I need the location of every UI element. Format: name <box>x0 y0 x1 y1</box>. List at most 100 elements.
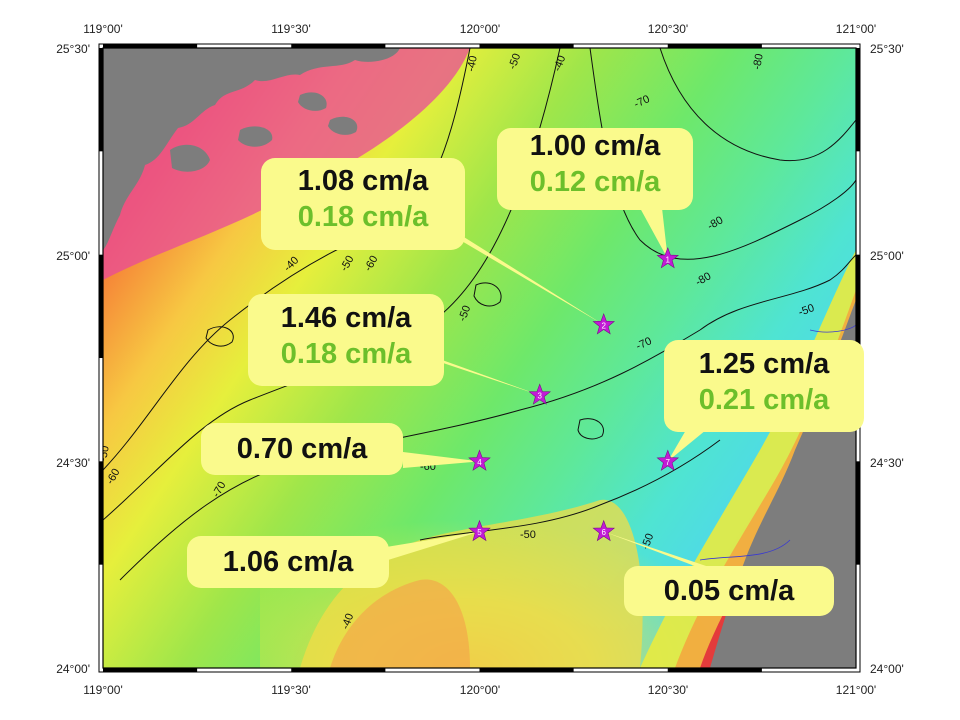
lon-tick-label: 119°00' <box>83 22 123 36</box>
station-6-marker: 6 <box>592 519 616 542</box>
rate-secondary: 0.12 cm/a <box>529 166 661 198</box>
contour-label: -50 <box>457 304 474 323</box>
frame-tick <box>856 48 860 152</box>
lat-tick-label: 24°30' <box>870 456 904 470</box>
china-coast-land <box>103 48 400 250</box>
callout-pointer-6 <box>603 531 718 570</box>
lon-tick-label: 119°30' <box>271 22 311 36</box>
star-icon <box>592 313 616 335</box>
latitude-labels-left: 25°30' 25°00' 24°30' 24°00' <box>56 42 90 676</box>
rate-primary: 1.06 cm/a <box>222 546 354 578</box>
station-number: 4 <box>477 458 482 467</box>
callout-station-1: 1.00 cm/a 0.12 cm/a <box>497 128 693 210</box>
station-7-marker: 7 <box>656 449 680 471</box>
contour-label: -50 <box>97 445 112 463</box>
rate-secondary: 0.21 cm/a <box>698 384 830 416</box>
station-3-marker: 3 <box>528 383 552 405</box>
station-5-marker: 5 <box>468 519 491 542</box>
frame-ticks <box>99 44 860 672</box>
callout-pointer-1 <box>640 208 668 259</box>
longitude-labels-top: 119°00' 119°30' 120°00' 120°30' 121°00' <box>83 22 876 36</box>
contour-label: -50 <box>507 52 524 71</box>
callout-pointer-7 <box>667 430 706 462</box>
island <box>328 116 358 135</box>
callout-pointer-5 <box>380 531 480 560</box>
station-1-marker: 1 <box>656 246 680 269</box>
callout-station-2: 1.08 cm/a 0.18 cm/a <box>261 158 465 250</box>
star-icon <box>592 519 616 542</box>
contour-label: -50 <box>797 302 816 319</box>
frame-tick <box>99 461 103 565</box>
contour-label: -40 <box>552 54 569 73</box>
island <box>170 144 210 172</box>
island <box>238 126 273 147</box>
rate-primary: 0.05 cm/a <box>663 575 795 607</box>
frame-tick <box>479 44 574 48</box>
rate-secondary: 0.18 cm/a <box>280 338 412 370</box>
contour-label: -40 <box>340 612 357 631</box>
lon-tick-label: 121°00' <box>836 683 876 697</box>
lon-tick-label: 120°30' <box>648 22 688 36</box>
contour-label: -40 <box>465 55 480 73</box>
station-number: 1 <box>666 255 671 264</box>
star-icon <box>656 449 680 471</box>
station-number: 3 <box>538 392 543 401</box>
longitude-labels-bottom: 119°00' 119°30' 120°00' 120°30' 121°00' <box>83 683 876 697</box>
station-markers: 1 2 3 4 5 6 7 <box>468 246 680 542</box>
lat-tick-label: 25°00' <box>56 249 90 263</box>
callout-pointer-3 <box>420 352 540 396</box>
callout-pointers <box>380 208 718 570</box>
frame-tick <box>856 254 860 358</box>
station-number: 6 <box>602 528 607 537</box>
frame-tick <box>667 668 762 672</box>
frame-tick <box>291 44 386 48</box>
lat-tick-label: 24°00' <box>56 662 90 676</box>
river-line <box>809 324 856 333</box>
callout-pointer-2 <box>440 222 604 325</box>
lat-tick-label: 25°30' <box>56 42 90 56</box>
callout-station-4: 0.70 cm/a <box>201 423 403 475</box>
lon-tick-label: 119°00' <box>83 683 123 697</box>
star-icon <box>468 519 491 542</box>
callout-station-6: 0.05 cm/a <box>624 566 834 616</box>
star-icon <box>656 246 680 269</box>
frame-tick <box>103 668 198 672</box>
rate-primary: 1.25 cm/a <box>698 348 830 380</box>
frame-tick <box>103 44 198 48</box>
star-icon <box>528 383 552 405</box>
latitude-labels-right: 25°30' 25°00' 24°30' 24°00' <box>870 42 904 676</box>
station-2-marker: 2 <box>592 313 616 335</box>
contour-label: -80 <box>751 53 766 71</box>
lon-tick-label: 119°30' <box>271 683 311 697</box>
lat-tick-label: 24°30' <box>56 456 90 470</box>
lon-tick-label: 120°00' <box>460 22 500 36</box>
lat-tick-label: 25°00' <box>870 249 904 263</box>
station-number: 2 <box>602 321 607 330</box>
star-icon <box>468 449 491 471</box>
callout-station-3: 1.46 cm/a 0.18 cm/a <box>248 294 444 386</box>
river-line <box>699 539 791 561</box>
frame-tick <box>99 48 103 152</box>
rate-primary: 1.00 cm/a <box>529 130 661 162</box>
frame-tick <box>856 461 860 565</box>
lon-tick-label: 120°00' <box>460 683 500 697</box>
contour-label: -50 <box>520 529 536 541</box>
rate-primary: 0.70 cm/a <box>236 433 368 465</box>
lon-tick-label: 120°30' <box>648 683 688 697</box>
lat-tick-label: 24°00' <box>870 662 904 676</box>
frame-tick <box>291 668 386 672</box>
frame-tick <box>479 668 574 672</box>
callout-pointer-4 <box>403 452 480 468</box>
frame-tick <box>667 44 762 48</box>
lon-tick-label: 121°00' <box>836 22 876 36</box>
lat-tick-label: 25°30' <box>870 42 904 56</box>
rate-primary: 1.08 cm/a <box>297 165 429 197</box>
station-number: 7 <box>666 458 671 467</box>
station-4-marker: 4 <box>468 449 491 471</box>
island <box>298 92 327 111</box>
frame-tick <box>99 254 103 358</box>
rate-secondary: 0.18 cm/a <box>297 201 429 233</box>
callout-station-7: 1.25 cm/a 0.21 cm/a <box>664 340 864 432</box>
south-deep-orange-patch <box>330 579 470 668</box>
station-number: 5 <box>477 528 482 537</box>
